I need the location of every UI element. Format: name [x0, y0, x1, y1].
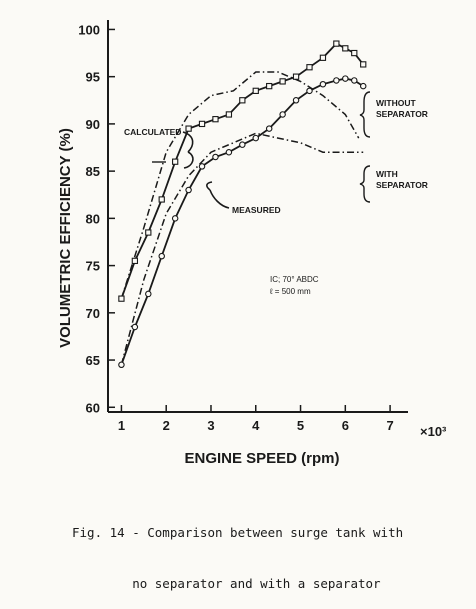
data-point [252, 134, 260, 142]
y-tick-label: 85 [86, 164, 100, 179]
data-point [198, 120, 206, 128]
data-point [252, 87, 259, 94]
x-tick-label: 2 [163, 418, 170, 433]
data-point [239, 141, 246, 148]
data-point [118, 295, 125, 302]
data-point [239, 97, 246, 104]
caption-line-2: no separator and with a separator [72, 576, 381, 591]
x-axis-multiplier: ×10³ [420, 424, 447, 439]
y-tick-label: 90 [86, 117, 100, 132]
data-point [266, 82, 273, 90]
figure: { "chart_data": { "type": "line", "xlabe… [57, 20, 447, 591]
data-point [225, 148, 233, 156]
with-separator-label-2: SEPARATOR [376, 180, 428, 190]
series-0 [120, 71, 360, 299]
without-separator-label-1: WITHOUT [376, 98, 416, 108]
x-tick-label: 5 [297, 418, 304, 433]
x-tick-label: 7 [386, 418, 393, 433]
measured-label: MEASURED [232, 205, 281, 215]
data-point [359, 82, 367, 90]
data-point [212, 153, 219, 161]
data-point [360, 61, 367, 68]
y-tick-label: 80 [86, 211, 100, 226]
data-point [351, 77, 358, 84]
data-point [306, 87, 313, 95]
data-point [225, 111, 233, 118]
data-series [118, 40, 367, 369]
y-tick-label: 95 [86, 70, 100, 85]
without-separator-label-2: SEPARATOR [376, 109, 428, 119]
data-point [198, 163, 206, 170]
data-point [158, 252, 165, 260]
x-tick-label: 1 [118, 418, 125, 433]
data-point [171, 215, 179, 222]
series-3 [118, 75, 367, 369]
y-tick-label: 70 [86, 306, 100, 321]
tick-labels: 1 2 3 4 5 6 7 60 65 70 75 80 85 90 95 100 [78, 22, 393, 433]
data-point [172, 158, 179, 165]
volumetric-efficiency-chart: 1 2 3 4 5 6 7 60 65 70 75 80 85 90 95 100 ENGINE SPEED … [57, 20, 447, 467]
y-tick-label: 65 [86, 353, 100, 368]
axes [107, 20, 408, 413]
data-point [118, 361, 125, 369]
x-tick-label: 3 [207, 418, 214, 433]
y-axis-title: VOLUMETRIC EFFICIENCY (%) [57, 128, 74, 348]
x-axis-title: ENGINE SPEED (rpm) [184, 450, 339, 467]
data-point [306, 64, 313, 71]
series-line [120, 132, 364, 365]
series-line [120, 42, 364, 300]
data-point [185, 186, 192, 194]
data-point [342, 75, 349, 82]
series-line [120, 77, 364, 366]
y-tick-label: 100 [78, 22, 100, 37]
calculated-bracket [182, 131, 194, 169]
data-point [319, 54, 327, 61]
y-tick-label: 60 [86, 400, 100, 415]
caption-line-1: Fig. 14 - Comparison between surge tank … [72, 525, 404, 540]
condition-note-1: IC; 70° ABDC [270, 275, 319, 284]
data-point [131, 257, 139, 265]
data-point [351, 49, 358, 57]
y-tick-label: 75 [86, 259, 100, 274]
calculated-label: CALCULATED [124, 127, 181, 137]
data-point [212, 116, 219, 123]
data-point [145, 290, 152, 298]
data-point [131, 323, 139, 331]
data-point [342, 45, 349, 52]
figure-caption: Fig. 14 - Comparison between surge tank … [72, 490, 462, 609]
data-point [279, 78, 286, 85]
with-separator-brace [359, 165, 371, 203]
data-point [158, 196, 165, 203]
series-line [120, 71, 360, 299]
data-point [319, 80, 327, 88]
data-point [292, 97, 300, 104]
data-point [145, 229, 152, 236]
data-point [333, 77, 340, 84]
condition-note-2: ℓ = 500 mm [269, 287, 311, 296]
measured-bracket [206, 181, 230, 209]
x-tick-label: 4 [252, 418, 260, 433]
data-point [292, 73, 300, 80]
data-point [333, 40, 340, 47]
series-2 [120, 132, 364, 365]
x-tick-label: 6 [342, 418, 349, 433]
data-point [279, 111, 286, 118]
without-separator-brace [359, 91, 371, 138]
data-point [265, 125, 273, 132]
with-separator-label-1: WITH [376, 169, 398, 179]
series-1 [118, 40, 367, 302]
data-point [185, 125, 192, 132]
